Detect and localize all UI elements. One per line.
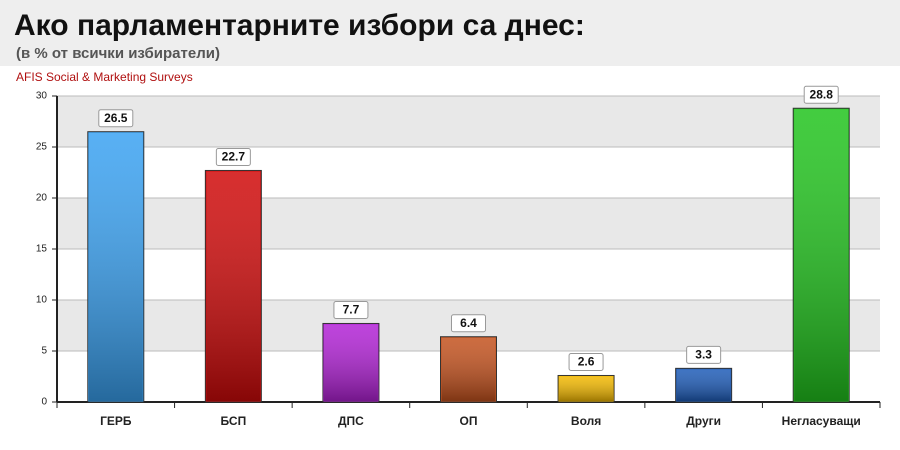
x-tick-label: ГЕРБ xyxy=(100,414,132,428)
bar-shade xyxy=(88,132,143,401)
value-label: 3.3 xyxy=(695,348,712,362)
value-label-box xyxy=(451,314,486,333)
y-tick-label: 25 xyxy=(36,142,48,153)
chart-source: AFIS Social & Marketing Surveys xyxy=(16,70,193,84)
value-label: 28.8 xyxy=(810,87,834,101)
value-label-box xyxy=(803,85,839,104)
bar-shade xyxy=(206,171,261,401)
value-label-box xyxy=(333,300,369,319)
y-tick-label: 15 xyxy=(36,244,48,255)
bar-shade xyxy=(794,109,849,402)
value-label-box xyxy=(215,147,251,166)
chart-subtitle: (в % от всички избиратели) xyxy=(16,45,220,62)
chart-title: Ако парламентарните избори са днес: xyxy=(14,9,585,42)
value-label: 7.7 xyxy=(343,303,360,317)
y-tick-label: 0 xyxy=(41,397,47,408)
value-label-box xyxy=(568,352,604,371)
value-label-box xyxy=(686,345,722,364)
x-tick-label: Воля xyxy=(571,414,601,428)
bar-shade xyxy=(323,324,378,401)
y-tick-label: 5 xyxy=(41,346,47,357)
value-label: 6.4 xyxy=(460,316,477,330)
value-label: 2.6 xyxy=(578,355,595,369)
x-tick-label: ОП xyxy=(460,414,478,428)
value-label-box xyxy=(98,109,134,128)
bar-shade xyxy=(559,376,614,401)
x-tick-label: БСП xyxy=(220,414,246,428)
header-band xyxy=(0,0,900,66)
grid-band xyxy=(57,198,880,249)
bar-shade xyxy=(441,337,496,401)
y-tick-label: 10 xyxy=(36,295,48,306)
y-tick-label: 30 xyxy=(36,91,48,102)
grid-band xyxy=(57,96,880,147)
y-tick-label: 20 xyxy=(36,193,48,204)
x-tick-label: Негласуващи xyxy=(782,414,861,428)
x-tick-label: ДПС xyxy=(338,414,364,428)
x-tick-label: Други xyxy=(686,414,721,428)
value-label: 22.7 xyxy=(222,150,246,164)
bar-shade xyxy=(676,369,731,401)
value-label: 26.5 xyxy=(104,111,128,125)
